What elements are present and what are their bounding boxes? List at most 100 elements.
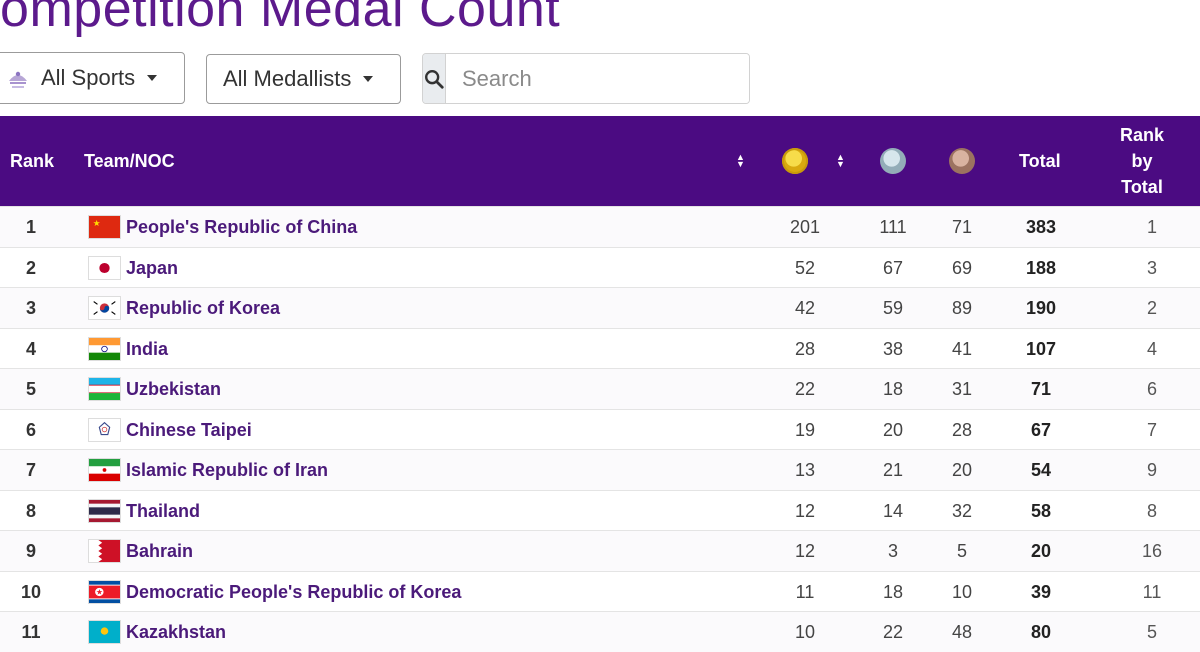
header-total[interactable]: Total (1019, 150, 1061, 171)
total-count: 20 (1030, 541, 1052, 561)
header-team[interactable]: Team/NOC (84, 150, 175, 171)
silver-medal-icon[interactable] (880, 148, 906, 174)
header-rank-by-total[interactable]: Rank by Total (1110, 116, 1174, 206)
header-rank-by-total-line: Total (1121, 177, 1163, 197)
rank-by-total-cell: 6 (1146, 379, 1157, 399)
table-row: 10 ★ Democratic People's Republic of Kor… (0, 570, 1200, 612)
total-count: 58 (1030, 500, 1052, 521)
gold-count: 22 (794, 379, 816, 399)
gold-count: 12 (794, 500, 816, 521)
table-row: 9 Bahrain 12 3 5 20 16 (0, 530, 1200, 571)
team-link[interactable]: Democratic People's Republic of Korea (126, 581, 462, 602)
rank-by-total-cell: 8 (1146, 500, 1157, 521)
bronze-count: 20 (951, 460, 973, 480)
total-count: 71 (1030, 379, 1052, 399)
svg-text:★: ★ (96, 587, 103, 596)
rank-cell: 2 (25, 257, 36, 278)
silver-count: 38 (882, 338, 904, 359)
gold-count: 19 (794, 419, 816, 440)
total-count: 188 (1025, 257, 1057, 278)
team-link[interactable]: India (126, 338, 169, 359)
rank-cell: 11 (21, 622, 41, 642)
gold-medal-icon[interactable] (782, 148, 808, 174)
total-count: 107 (1025, 338, 1057, 359)
team-link[interactable]: Islamic Republic of Iran (126, 460, 329, 480)
header-rank-by-total-line: by (1131, 151, 1153, 171)
kazakhstan-flag-icon (88, 620, 121, 644)
korea-flag-icon (88, 296, 121, 320)
sports-filter-label: All Sports (41, 65, 136, 90)
china-flag-icon: ★ (88, 215, 121, 239)
team-link[interactable]: Thailand (126, 500, 201, 521)
bronze-count: 48 (951, 622, 973, 642)
team-link[interactable]: Kazakhstan (126, 622, 227, 642)
bronze-count: 41 (951, 338, 973, 359)
team-link[interactable]: Bahrain (126, 541, 194, 561)
gold-count: 42 (794, 298, 816, 318)
silver-count: 18 (882, 379, 904, 399)
search-box (422, 53, 750, 104)
rank-by-total-cell: 4 (1146, 338, 1157, 359)
bronze-count: 32 (951, 500, 973, 521)
silver-count: 22 (882, 622, 904, 642)
chinese-taipei-flag-icon (88, 417, 121, 442)
rank-cell: 4 (25, 338, 36, 359)
thailand-flag-icon (88, 498, 121, 523)
header-rank-by-total-line: Rank (1119, 125, 1164, 145)
team-link[interactable]: Uzbekistan (126, 379, 222, 399)
gold-count: 10 (794, 622, 816, 642)
bronze-count: 31 (951, 379, 973, 399)
gold-count: 28 (794, 338, 816, 359)
rank-by-total-cell: 2 (1146, 298, 1157, 318)
bronze-medal-icon[interactable] (949, 148, 975, 174)
table-row: 1 ★ People's Republic of China 201 111 7… (0, 206, 1200, 247)
rank-by-total-cell: 5 (1146, 622, 1157, 642)
games-logo-icon (5, 65, 31, 91)
table-row: 2 Japan 52 67 69 188 3 (0, 246, 1200, 288)
sort-icon[interactable]: ▲ ▼ (836, 152, 845, 169)
sports-filter-dropdown[interactable]: All Sports (0, 52, 185, 104)
rank-by-total-cell: 16 (1141, 541, 1163, 561)
caret-down-icon (363, 76, 374, 82)
silver-count: 59 (882, 298, 904, 318)
team-link[interactable]: Chinese Taipei (126, 419, 252, 440)
rank-by-total-cell: 9 (1146, 460, 1157, 480)
rank-cell: 7 (25, 460, 36, 480)
dprk-flag-icon: ★ (88, 579, 121, 604)
bronze-count: 69 (951, 257, 973, 278)
silver-count: 111 (879, 217, 907, 237)
silver-count: 21 (882, 460, 904, 480)
table-row: 8 Thailand 12 14 32 58 8 (0, 489, 1200, 531)
header-rank[interactable]: Rank (10, 150, 55, 171)
rank-cell: 3 (25, 298, 36, 318)
bronze-count: 71 (951, 217, 973, 237)
rank-by-total-cell: 7 (1146, 419, 1157, 440)
svg-text:★: ★ (93, 218, 101, 228)
rank-cell: 8 (25, 500, 36, 521)
search-input[interactable] (446, 54, 749, 103)
gold-count: 12 (794, 541, 816, 561)
india-flag-icon (88, 336, 121, 361)
sort-icon[interactable]: ▲ ▼ (736, 152, 745, 169)
table-header: Rank Team/NOC ▲ ▼ ▲ ▼ Total Rank by Total (0, 116, 1200, 206)
medallists-filter-dropdown[interactable]: All Medallists (206, 54, 401, 104)
team-link[interactable]: Japan (126, 257, 179, 278)
uzbekistan-flag-icon (88, 377, 121, 401)
table-row: 3 Republic of Korea 42 59 89 190 2 (0, 287, 1200, 328)
total-count: 67 (1030, 419, 1052, 440)
table-row: 7 Islamic Republic of Iran 13 21 20 54 9 (0, 449, 1200, 490)
team-link[interactable]: People's Republic of China (126, 217, 358, 237)
caret-down-icon (147, 75, 158, 81)
search-icon[interactable] (423, 54, 446, 103)
table-row: 5 Uzbekistan 22 18 31 71 6 (0, 368, 1200, 409)
total-count: 39 (1030, 581, 1052, 602)
iran-flag-icon (88, 458, 121, 482)
rank-cell: 6 (25, 419, 36, 440)
silver-count: 3 (887, 541, 898, 561)
bronze-count: 10 (951, 581, 973, 602)
bronze-count: 28 (951, 419, 973, 440)
bronze-count: 89 (951, 298, 973, 318)
bronze-count: 5 (956, 541, 967, 561)
rank-by-total-cell: 11 (1142, 581, 1162, 602)
team-link[interactable]: Republic of Korea (126, 298, 281, 318)
